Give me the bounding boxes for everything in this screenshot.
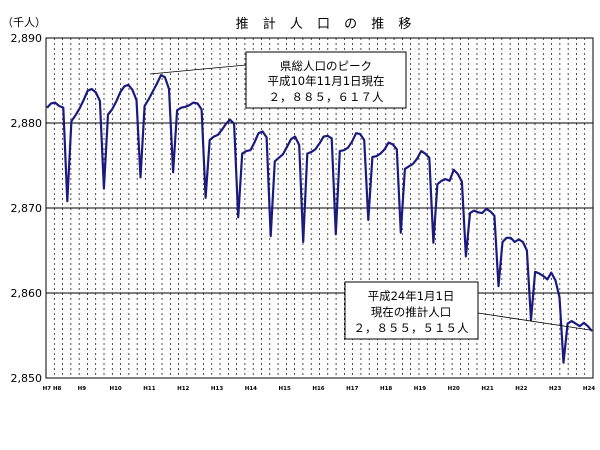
current-annotation-line-3: ２，８５５，５１５人: [354, 321, 469, 335]
x-tick-label: H22: [515, 386, 527, 392]
y-tick-label: 2,890: [11, 32, 43, 45]
x-tick-label: H7 H8: [43, 386, 62, 392]
current-annotation-line-2: 現在の推計人口: [371, 305, 452, 319]
y-tick-label: 2,870: [11, 202, 43, 215]
peak-annotation: 県総人口のピーク 平成10年11月1日現在 ２，８８５，６１７人: [245, 51, 407, 109]
x-tick-label: H13: [211, 386, 223, 392]
x-tick-label: H24: [583, 386, 595, 392]
peak-annotation-line-1: 県総人口のピーク: [280, 59, 372, 73]
population-series-line: [46, 74, 593, 364]
x-tick-label: H10: [109, 386, 121, 392]
x-tick-label: H23: [549, 386, 561, 392]
x-tick-label: H19: [414, 386, 426, 392]
chart-title: 推 計 人 口 の 推 移: [236, 16, 417, 32]
peak-annotation-line-3: ２，８８５，６１７人: [269, 90, 384, 104]
plot-frame: [45, 37, 594, 379]
x-tick-label: H16: [312, 386, 324, 392]
y-tick-label: 2,850: [11, 372, 43, 385]
x-tick-label: H15: [279, 386, 291, 392]
x-tick-label: H21: [481, 386, 493, 392]
y-axis-ticks: 2,890 2,880 2,870 2,860 2,850: [11, 32, 43, 385]
peak-leader-line: [149, 64, 247, 75]
x-tick-label: H11: [143, 386, 155, 392]
x-axis-ticks: H7 H8 H9 H10 H11 H12 H13 H14 H15 H16 H17 H18 H19 H20…: [43, 386, 596, 392]
x-tick-label: H14: [245, 386, 257, 392]
unit-label: （千人）: [2, 16, 46, 29]
x-tick-label: H12: [177, 386, 189, 392]
current-leader-line: [477, 312, 591, 331]
x-tick-label: H17: [346, 386, 358, 392]
x-tick-label: H20: [448, 386, 460, 392]
current-annotation-line-1: 平成24年1月1日: [368, 289, 455, 303]
current-annotation: 平成24年1月1日 現在の推計人口 ２，８５５，５１５人: [344, 281, 479, 340]
x-tick-label: H18: [380, 386, 392, 392]
peak-annotation-line-2: 平成10年11月1日現在: [267, 74, 384, 88]
y-tick-label: 2,880: [11, 117, 43, 130]
y-tick-label: 2,860: [11, 287, 43, 300]
x-tick-label: H9: [78, 386, 87, 392]
